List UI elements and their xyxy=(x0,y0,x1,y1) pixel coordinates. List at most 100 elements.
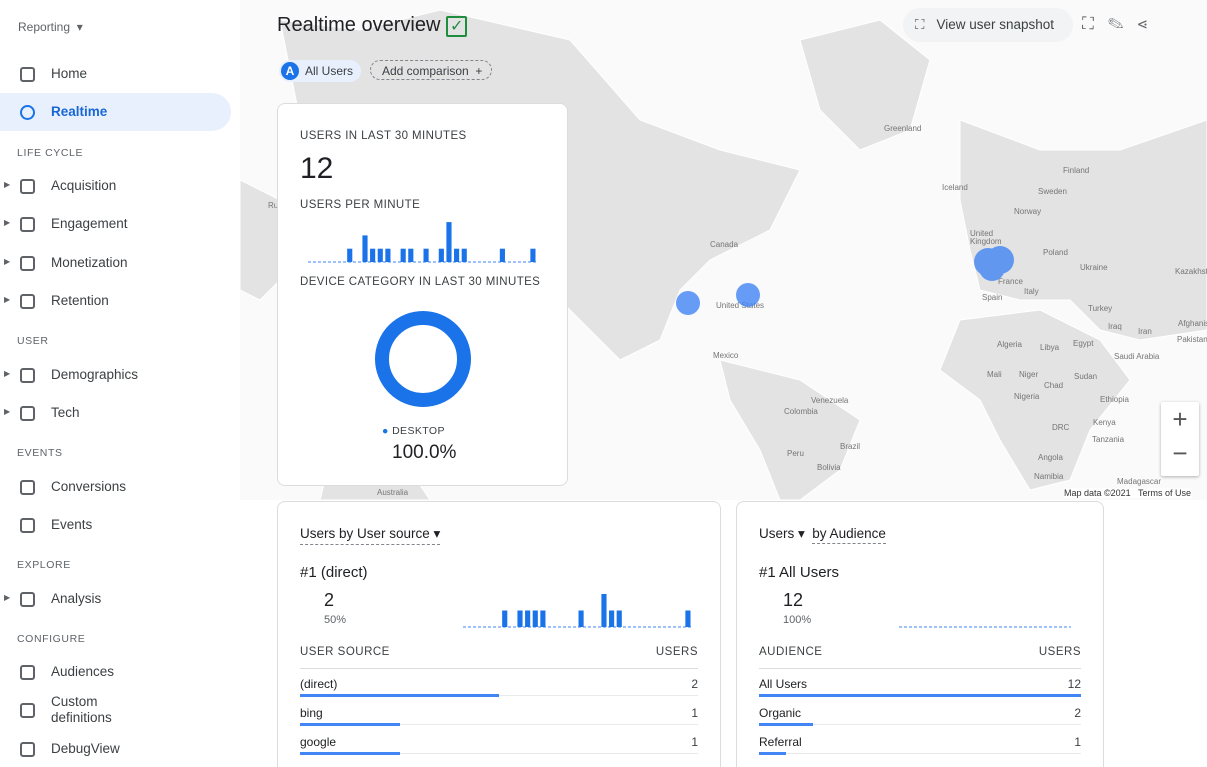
row-label[interactable]: google xyxy=(300,735,337,749)
nav-item[interactable]: Custom definitions xyxy=(0,691,231,729)
nav-item[interactable]: ▶ Demographics xyxy=(0,356,231,394)
nav-icon xyxy=(20,703,35,718)
snapshot-button[interactable]: ⛶ View user snapshot xyxy=(903,8,1073,42)
map-label: Niger xyxy=(1019,370,1038,379)
nav-item[interactable]: ▶ Engagement xyxy=(0,205,231,243)
nav-item[interactable]: Home xyxy=(0,55,231,93)
map-label: Libya xyxy=(1040,343,1060,352)
nav-icon xyxy=(20,665,35,680)
map-label: Colombia xyxy=(784,407,818,416)
row-label[interactable]: All Users xyxy=(759,677,808,691)
nav-icon xyxy=(20,179,35,194)
audience-card: Users ▾ by Audience #1 All Users 12 100% AU… xyxy=(736,501,1104,767)
bar xyxy=(616,610,622,627)
map-attribution: Map data ©2021 Terms of Use xyxy=(1064,488,1192,498)
nav-item[interactable]: Events xyxy=(0,506,231,544)
nav-item[interactable]: ▶ Retention xyxy=(0,282,231,320)
snapshot-label: View user snapshot xyxy=(936,17,1055,32)
map-label: Finland xyxy=(1063,166,1089,175)
nav-label: Tech xyxy=(51,405,80,420)
bar xyxy=(461,248,467,262)
reporting-label: Reporting xyxy=(18,20,71,34)
bar xyxy=(601,594,607,627)
per-minute-title: USERS PER MINUTE xyxy=(300,199,421,211)
nav-section: CONFIGURE xyxy=(17,633,86,645)
nav-label: Conversions xyxy=(51,479,127,494)
expand-arrow: ▶ xyxy=(4,257,11,266)
row-label[interactable]: Organic xyxy=(759,706,802,720)
nav-item[interactable]: DebugView xyxy=(0,730,231,767)
expand-arrow: ▶ xyxy=(4,593,11,602)
nav-section: EVENTS xyxy=(17,447,63,459)
map-label: Ethiopia xyxy=(1100,395,1129,404)
map-label: Madagascar xyxy=(1117,477,1161,486)
top-value: 12 xyxy=(783,590,804,610)
nav-label: Monetization xyxy=(51,255,128,270)
bar xyxy=(408,248,414,262)
nav-label: Engagement xyxy=(51,216,128,231)
map-label: Australia xyxy=(377,488,409,497)
nav-icon xyxy=(20,294,35,309)
bar xyxy=(446,222,452,262)
map-label: Egypt xyxy=(1073,339,1094,348)
header-rule xyxy=(759,668,1081,669)
row-value: 12 xyxy=(1067,677,1081,691)
users-title: USERS IN LAST 30 MINUTES xyxy=(300,130,467,142)
map-label: Mexico xyxy=(713,351,739,360)
card-title[interactable]: Users ▾ by Audience xyxy=(759,526,886,544)
row-label[interactable]: bing xyxy=(300,706,323,720)
reporting-dropdown[interactable]: Reporting ▾ xyxy=(18,20,83,34)
title-text: Realtime overview xyxy=(277,14,441,36)
nav-icon xyxy=(20,480,35,495)
terms-link[interactable]: Terms of Use xyxy=(1138,488,1192,498)
column-header: USERS xyxy=(1038,646,1081,658)
users-value: 12 xyxy=(300,152,334,185)
nav-label: Home xyxy=(51,66,88,81)
nav-label: Events xyxy=(51,517,93,532)
nav-item[interactable]: ▶ Analysis xyxy=(0,580,231,618)
header-rule xyxy=(300,668,698,669)
zoom-controls[interactable]: + − xyxy=(1161,402,1199,476)
nav-icon xyxy=(20,518,35,533)
map-label: Angola xyxy=(1038,453,1063,462)
nav-item[interactable]: Audiences xyxy=(0,653,231,691)
chip-label: All Users xyxy=(305,64,354,78)
compare-chip[interactable]: A All Users xyxy=(279,60,361,82)
map-label: Chad xyxy=(1044,381,1063,390)
map-label: Greenland xyxy=(884,124,921,133)
title-text: Users by User source xyxy=(300,526,430,541)
expand-arrow: ▶ xyxy=(4,218,11,227)
map-label: Algeria xyxy=(997,340,1022,349)
nav-item[interactable]: ▶ Tech xyxy=(0,394,231,432)
device-percent: 100.0% xyxy=(392,442,457,463)
bar xyxy=(525,610,531,627)
nav-item[interactable]: Realtime xyxy=(0,93,231,131)
nav-icon xyxy=(20,67,35,82)
card-title[interactable]: Users by User source ▾ xyxy=(300,526,441,545)
nav-item[interactable]: ▶ Acquisition xyxy=(0,167,231,205)
map-label: Norway xyxy=(1014,207,1041,216)
map-label: United States xyxy=(716,301,764,310)
bar xyxy=(499,248,505,262)
bar xyxy=(400,248,406,262)
nav-item[interactable]: Conversions xyxy=(0,468,231,506)
nav-icon xyxy=(20,105,35,120)
donut xyxy=(375,311,471,407)
source-card: Users by User source ▾ #1 (direct) 2 50% US… xyxy=(277,501,721,767)
row-label[interactable]: Referral xyxy=(759,735,802,749)
row-bar xyxy=(759,752,786,755)
map-label: Italy xyxy=(1024,287,1039,296)
bar xyxy=(347,248,353,262)
row-bar xyxy=(300,723,400,726)
map-label: Kazakhstan xyxy=(1175,267,1207,276)
row-rule xyxy=(759,753,1081,754)
toolbar-icons[interactable]: ⛶✎⋖ xyxy=(1082,14,1162,33)
nav-icon xyxy=(20,256,35,271)
add-comparison[interactable]: Add comparison + xyxy=(370,60,492,80)
row-label[interactable]: (direct) xyxy=(300,677,338,691)
nav-item[interactable]: ▶ Monetization xyxy=(0,244,231,282)
nav-icon xyxy=(20,742,35,757)
bar xyxy=(685,610,691,627)
expand-arrow: ▶ xyxy=(4,407,11,416)
nav-label: Custom definitions xyxy=(51,694,112,725)
